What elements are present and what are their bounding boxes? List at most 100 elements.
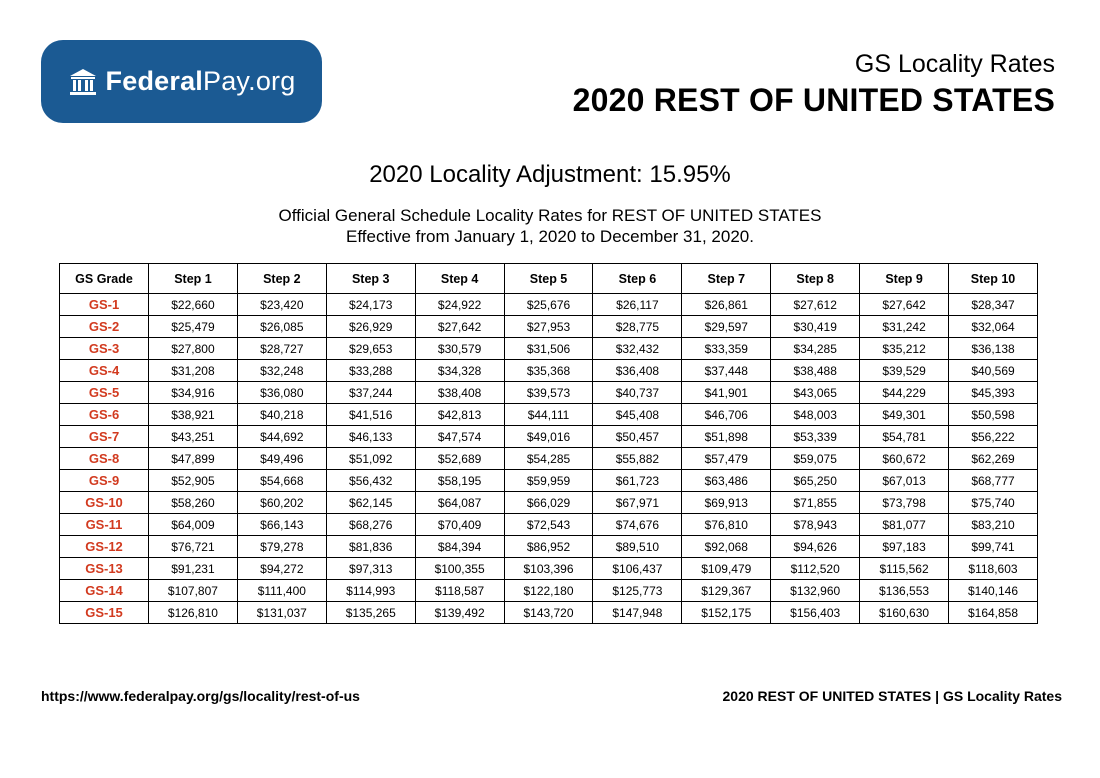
rate-cell: $36,080 [236,381,327,404]
header-step-7: Step 7 [681,263,772,294]
rate-cell: $103,396 [503,557,594,580]
rate-cell: $42,813 [414,403,505,426]
rate-cell: $140,146 [948,579,1038,602]
building-columns-icon [69,68,96,95]
rate-cell: $28,775 [592,315,683,338]
table-header-row: GS Grade Step 1 Step 2 Step 3 Step 4 Step 5 St… [59,263,1038,294]
rate-cell: $32,248 [236,359,327,382]
rate-cell: $62,269 [948,447,1038,470]
rate-cell: $81,836 [325,535,416,558]
rate-cell: $26,861 [681,293,772,316]
table-row: GS-4 $31,208 $32,248 $33,288 $34,328 $35,368 $… [59,359,1038,382]
rate-cell: $49,496 [236,447,327,470]
federalpay-logo[interactable]: FederalPay.org [41,40,322,123]
rate-cell: $160,630 [859,601,950,624]
rate-cell: $63,486 [681,469,772,492]
rate-cell: $122,180 [503,579,594,602]
rate-cell: $62,145 [325,491,416,514]
rate-cell: $41,901 [681,381,772,404]
header-step-1: Step 1 [148,263,238,294]
rate-cell: $132,960 [770,579,861,602]
rate-cell: $25,479 [148,315,238,338]
rate-cell: $34,285 [770,337,861,360]
rate-cell: $136,553 [859,579,950,602]
logo-text: FederalPay.org [106,66,296,97]
table-row: GS-10 $58,260 $60,202 $62,145 $64,087 $66,029… [59,491,1038,514]
page-title: 2020 REST OF UNITED STATES [572,82,1055,118]
rate-cell: $27,612 [770,293,861,316]
grade-cell: GS-11 [59,513,149,536]
rate-cell: $118,603 [948,557,1038,580]
rate-cell: $64,009 [148,513,238,536]
rate-cell: $68,276 [325,513,416,536]
grade-cell: GS-14 [59,579,149,602]
rate-cell: $44,692 [236,425,327,448]
rate-cell: $31,242 [859,315,950,338]
table-row: GS-13 $91,231 $94,272 $97,313 $100,355 $103,3… [59,557,1038,580]
rate-cell: $39,529 [859,359,950,382]
rate-cell: $61,723 [592,469,683,492]
rate-cell: $37,244 [325,381,416,404]
rate-cell: $46,706 [681,403,772,426]
logo-brand-rest: Pay.org [203,66,296,96]
rate-cell: $114,993 [325,579,416,602]
footer-label: 2020 REST OF UNITED STATES | GS Locality… [722,688,1062,704]
rate-cell: $97,183 [859,535,950,558]
rate-cell: $118,587 [414,579,505,602]
description: Official General Schedule Locality Rates… [0,205,1100,247]
locality-adjustment: 2020 Locality Adjustment: 15.95% [369,161,731,188]
rate-cell: $57,479 [681,447,772,470]
rate-cell: $94,626 [770,535,861,558]
rate-cell: $60,202 [236,491,327,514]
rate-cell: $109,479 [681,557,772,580]
rate-cell: $135,265 [325,601,416,624]
rate-cell: $66,143 [236,513,327,536]
rate-cell: $143,720 [503,601,594,624]
rate-cell: $125,773 [592,579,683,602]
rate-cell: $91,231 [148,557,238,580]
header-step-10: Step 10 [948,263,1038,294]
table-row: GS-12 $76,721 $79,278 $81,836 $84,394 $86,952… [59,535,1038,558]
rate-cell: $71,855 [770,491,861,514]
table-body: GS-1 $22,660 $23,420 $24,173 $24,922 $25,676 $… [59,293,1038,624]
rate-cell: $139,492 [414,601,505,624]
rate-cell: $67,013 [859,469,950,492]
rate-cell: $72,543 [503,513,594,536]
header-step-8: Step 8 [770,263,861,294]
footer-url[interactable]: https://www.federalpay.org/gs/locality/r… [41,688,360,704]
rate-cell: $94,272 [236,557,327,580]
grade-cell: GS-10 [59,491,149,514]
rate-cell: $38,921 [148,403,238,426]
rate-cell: $100,355 [414,557,505,580]
rate-cell: $45,408 [592,403,683,426]
table-row: GS-8 $47,899 $49,496 $51,092 $52,689 $54,285 $… [59,447,1038,470]
rate-cell: $34,328 [414,359,505,382]
table-row: GS-5 $34,916 $36,080 $37,244 $38,408 $39,573 $… [59,381,1038,404]
rate-cell: $37,448 [681,359,772,382]
rate-cell: $41,516 [325,403,416,426]
grade-cell: GS-8 [59,447,149,470]
rate-cell: $56,222 [948,425,1038,448]
rate-cell: $33,359 [681,337,772,360]
logo-brand-bold: Federal [105,66,203,96]
rate-cell: $129,367 [681,579,772,602]
header-step-9: Step 9 [859,263,950,294]
rate-cell: $58,195 [414,469,505,492]
rate-cell: $78,943 [770,513,861,536]
rate-cell: $106,437 [592,557,683,580]
grade-cell: GS-2 [59,315,149,338]
rate-cell: $75,740 [948,491,1038,514]
rate-cell: $36,138 [948,337,1038,360]
rate-cell: $68,777 [948,469,1038,492]
rate-cell: $32,064 [948,315,1038,338]
rate-cell: $79,278 [236,535,327,558]
rate-cell: $56,432 [325,469,416,492]
rate-cell: $64,087 [414,491,505,514]
rate-cell: $89,510 [592,535,683,558]
rate-cell: $115,562 [859,557,950,580]
rate-cell: $164,858 [948,601,1038,624]
grade-cell: GS-9 [59,469,149,492]
table-row: GS-6 $38,921 $40,218 $41,516 $42,813 $44,111 $… [59,403,1038,426]
rate-cell: $26,117 [592,293,683,316]
rate-cell: $50,598 [948,403,1038,426]
